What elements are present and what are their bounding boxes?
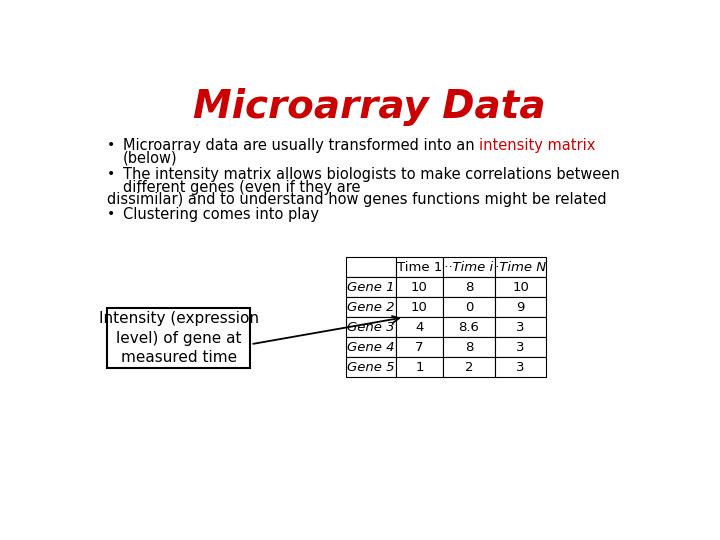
Text: (below): (below) xyxy=(122,150,177,165)
Text: Gene 1: Gene 1 xyxy=(347,281,395,294)
Bar xyxy=(346,318,396,338)
Text: The intensity matrix allows biologists to make correlations between: The intensity matrix allows biologists t… xyxy=(122,167,619,182)
Text: 0: 0 xyxy=(465,301,473,314)
Text: Clustering comes into play: Clustering comes into play xyxy=(122,207,318,222)
Bar xyxy=(495,257,546,278)
Text: 8: 8 xyxy=(465,341,473,354)
Text: 10: 10 xyxy=(411,281,428,294)
Bar xyxy=(396,357,443,377)
Text: ··Time i: ··Time i xyxy=(444,261,493,274)
Text: ·Time N: ·Time N xyxy=(495,261,546,274)
Text: Gene 4: Gene 4 xyxy=(347,341,395,354)
Text: different genes (even if they are: different genes (even if they are xyxy=(122,179,360,194)
Bar xyxy=(346,298,396,318)
Bar xyxy=(443,298,495,318)
Text: 7: 7 xyxy=(415,341,423,354)
Bar xyxy=(495,318,546,338)
Text: 8: 8 xyxy=(465,281,473,294)
Text: 3: 3 xyxy=(516,341,525,354)
Bar xyxy=(346,278,396,298)
Bar xyxy=(443,338,495,357)
Text: dissimilar) and to understand how genes functions might be related: dissimilar) and to understand how genes … xyxy=(107,192,607,207)
Text: 10: 10 xyxy=(512,281,529,294)
Bar xyxy=(396,278,443,298)
Text: •: • xyxy=(107,207,115,221)
Text: 3: 3 xyxy=(516,321,525,334)
Bar xyxy=(443,257,495,278)
Bar xyxy=(346,357,396,377)
Text: 8.6: 8.6 xyxy=(459,321,480,334)
Text: Time 1: Time 1 xyxy=(397,261,442,274)
Bar xyxy=(495,357,546,377)
Text: 1: 1 xyxy=(415,361,423,374)
Bar xyxy=(396,257,443,278)
Text: Gene 5: Gene 5 xyxy=(347,361,395,374)
Text: Gene 3: Gene 3 xyxy=(347,321,395,334)
Text: Intensity (expression
level) of gene at
measured time: Intensity (expression level) of gene at … xyxy=(99,311,258,366)
Text: 2: 2 xyxy=(464,361,473,374)
Bar xyxy=(495,298,546,318)
Text: Gene 2: Gene 2 xyxy=(347,301,395,314)
Text: 10: 10 xyxy=(411,301,428,314)
Bar xyxy=(346,257,396,278)
Text: Microarray data are usually transformed into an: Microarray data are usually transformed … xyxy=(122,138,479,153)
Text: •: • xyxy=(107,138,115,152)
Text: intensity matrix: intensity matrix xyxy=(479,138,595,153)
Text: 4: 4 xyxy=(415,321,423,334)
Bar xyxy=(443,318,495,338)
Bar xyxy=(443,278,495,298)
Bar xyxy=(396,318,443,338)
Text: •: • xyxy=(107,167,115,181)
Bar xyxy=(107,308,251,368)
Text: Microarray Data: Microarray Data xyxy=(193,88,545,126)
Text: 3: 3 xyxy=(516,361,525,374)
Bar xyxy=(443,357,495,377)
Bar xyxy=(495,278,546,298)
Bar xyxy=(396,338,443,357)
Bar xyxy=(495,338,546,357)
Bar xyxy=(396,298,443,318)
Bar xyxy=(346,338,396,357)
Text: 9: 9 xyxy=(516,301,525,314)
